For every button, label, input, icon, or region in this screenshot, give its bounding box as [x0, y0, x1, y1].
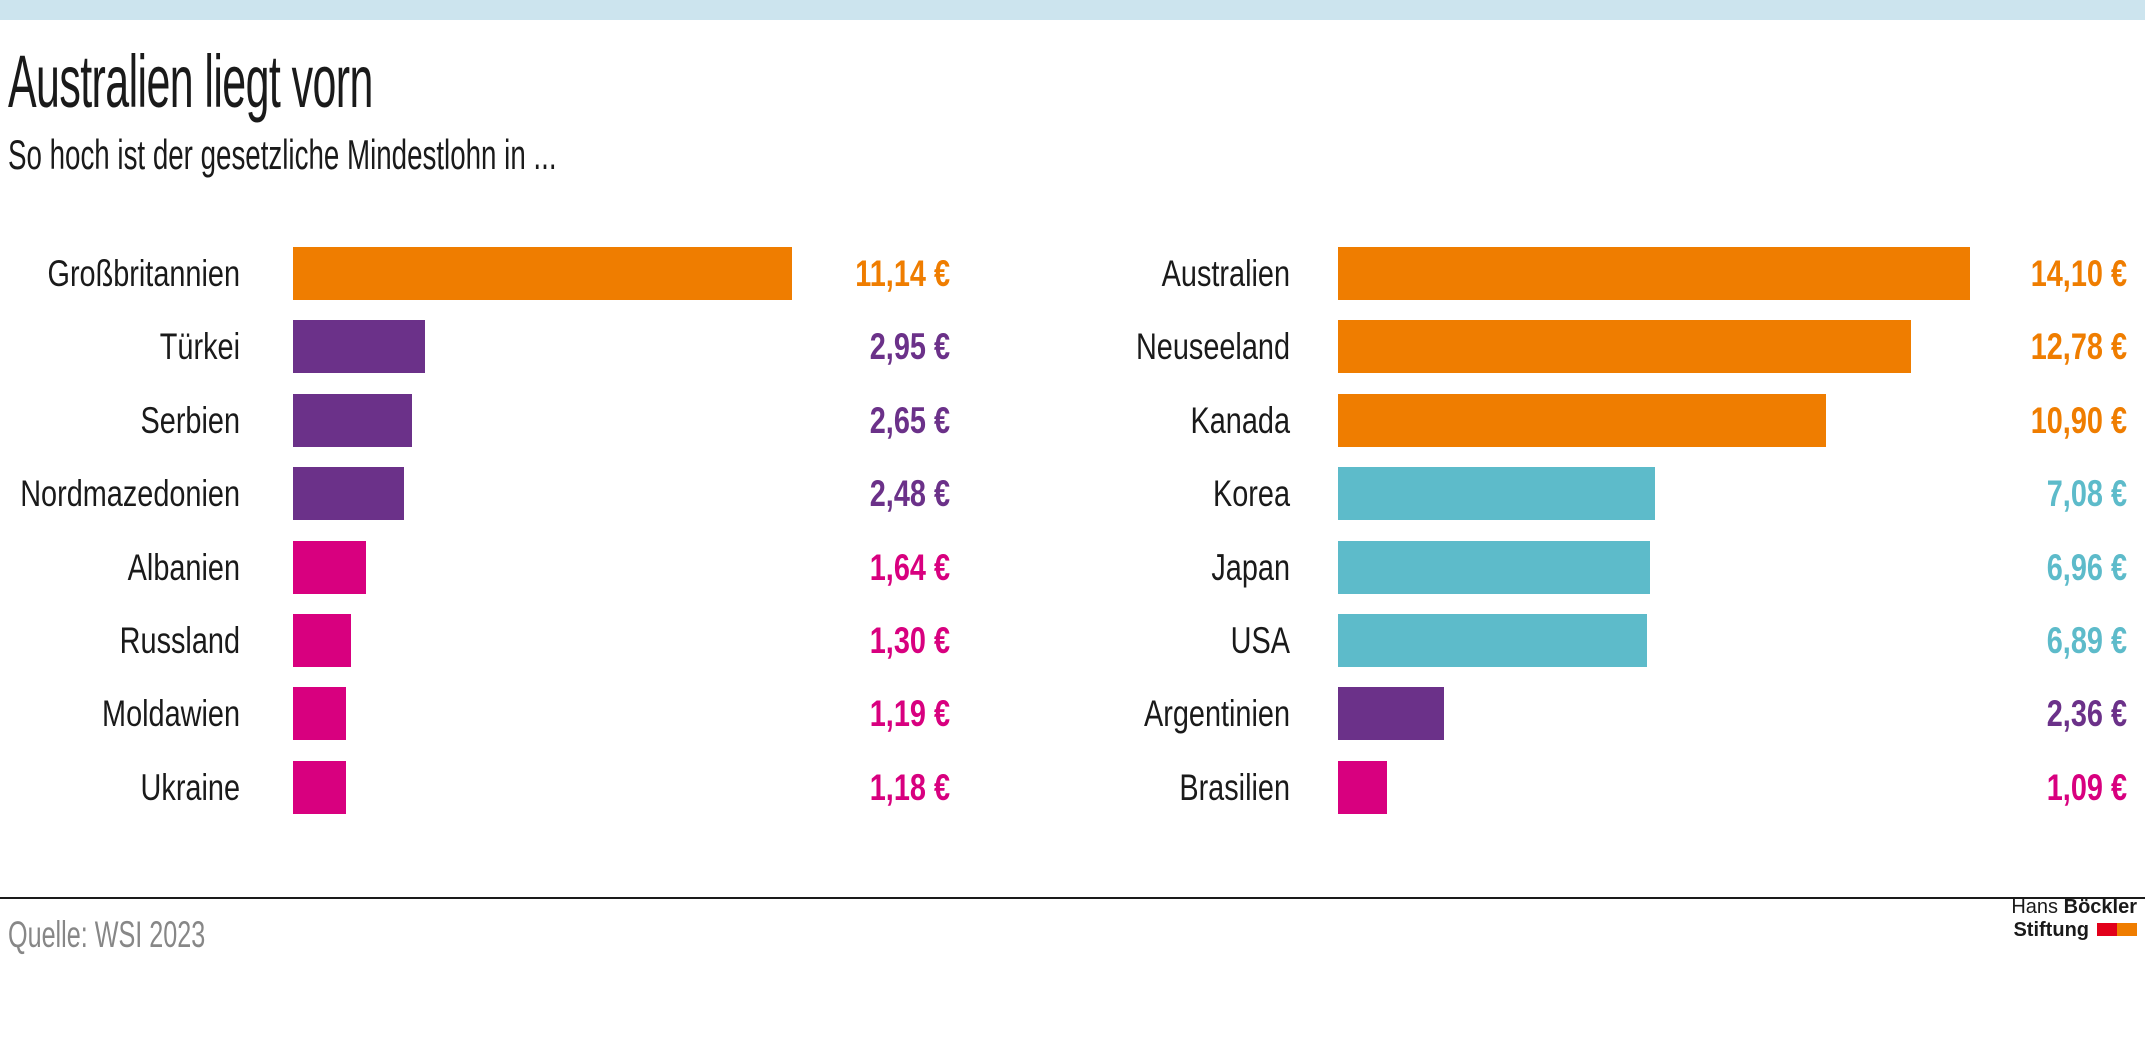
logo-red-square-icon: [2097, 923, 2117, 936]
logo-stiftung: Stiftung: [2013, 919, 2089, 941]
chart-row: Kanada 10,90 €: [0, 394, 2145, 447]
logo-name-bold: Böckler: [2063, 896, 2137, 918]
country-label: Kanada: [1190, 400, 1290, 441]
source-note: Quelle: WSI 2023: [8, 914, 206, 955]
value-bar: [293, 761, 346, 814]
chart-row: Russland 1,30 €: [0, 614, 2145, 667]
page-subtitle: So hoch ist der gesetzliche Mindestlohn …: [8, 131, 557, 178]
value-label: 1,64 €: [869, 547, 950, 588]
minimum-wage-bar-chart: Großbritannien 11,14 € Türkei 2,95 € Serbien…: [0, 247, 2145, 814]
value-label: 12,78 €: [2030, 326, 2127, 367]
country-label: USA: [1230, 620, 1290, 661]
country-label: Japan: [1211, 547, 1290, 588]
chart-row: Korea 7,08 €: [0, 467, 2145, 520]
value-label: 11,14 €: [855, 253, 950, 294]
value-bar: [293, 320, 425, 373]
value-bar: [1338, 320, 1911, 373]
value-bar: [1338, 467, 1655, 520]
country-label: Serbien: [140, 400, 240, 441]
chart-row: Brasilien 1,09 €: [0, 761, 2145, 814]
chart-row: Moldawien 1,19 €: [0, 687, 2145, 740]
chart-row: USA 6,89 €: [0, 614, 2145, 667]
value-label: 2,95 €: [869, 326, 950, 367]
value-label: 1,30 €: [869, 620, 950, 661]
chart-row: Serbien 2,65 €: [0, 394, 2145, 447]
country-label: Moldawien: [102, 693, 240, 734]
top-accent-bar: [0, 0, 2145, 20]
value-label: 1,18 €: [869, 767, 950, 808]
value-label: 14,10 €: [2030, 253, 2127, 294]
value-label: 1,09 €: [2046, 767, 2127, 808]
chart-row: Japan 6,96 €: [0, 541, 2145, 594]
value-bar: [293, 247, 792, 300]
page-title: Australien liegt vorn: [8, 40, 373, 123]
value-bar: [1338, 247, 1970, 300]
value-label: 1,19 €: [869, 693, 950, 734]
chart-row: Albanien 1,64 €: [0, 541, 2145, 594]
value-bar: [293, 541, 366, 594]
country-label: Brasilien: [1179, 767, 1290, 808]
logo-line-2: Stiftung: [2011, 919, 2137, 942]
country-label: Australien: [1161, 253, 1290, 294]
value-label: 10,90 €: [2030, 400, 2127, 441]
value-bar: [1338, 761, 1387, 814]
country-label: Neuseeland: [1135, 326, 1290, 367]
value-bar: [1338, 394, 1826, 447]
country-label: Türkei: [159, 326, 240, 367]
value-label: 2,65 €: [869, 400, 950, 441]
value-label: 6,96 €: [2046, 547, 2127, 588]
hans-boeckler-stiftung-logo: Hans Böckler Stiftung: [2011, 896, 2137, 942]
value-bar: [293, 467, 404, 520]
country-label: Russland: [119, 620, 240, 661]
footer-divider: [0, 897, 2145, 899]
chart-row: Nordmazedonien 2,48 €: [0, 467, 2145, 520]
value-bar: [293, 614, 351, 667]
chart-row: Großbritannien 11,14 €: [0, 247, 2145, 300]
value-bar: [1338, 687, 1444, 740]
logo-orange-square-icon: [2117, 923, 2137, 936]
value-bar: [293, 687, 346, 740]
country-label: Großbritannien: [47, 253, 240, 294]
country-label: Ukraine: [140, 767, 240, 808]
value-bar: [1338, 614, 1647, 667]
value-label: 6,89 €: [2046, 620, 2127, 661]
chart-row: Türkei 2,95 €: [0, 320, 2145, 373]
value-label: 2,48 €: [869, 473, 950, 514]
logo-name-regular: Hans: [2011, 896, 2059, 918]
country-label: Albanien: [127, 547, 240, 588]
value-label: 7,08 €: [2046, 473, 2127, 514]
chart-row: Argentinien 2,36 €: [0, 687, 2145, 740]
value-bar: [293, 394, 412, 447]
chart-row: Neuseeland 12,78 €: [0, 320, 2145, 373]
country-label: Argentinien: [1143, 693, 1290, 734]
country-label: Korea: [1212, 473, 1290, 514]
chart-row: Australien 14,10 €: [0, 247, 2145, 300]
logo-line-1: Hans Böckler: [2011, 896, 2137, 919]
chart-row: Ukraine 1,18 €: [0, 761, 2145, 814]
value-bar: [1338, 541, 1650, 594]
country-label: Nordmazedonien: [20, 473, 241, 514]
value-label: 2,36 €: [2046, 693, 2127, 734]
